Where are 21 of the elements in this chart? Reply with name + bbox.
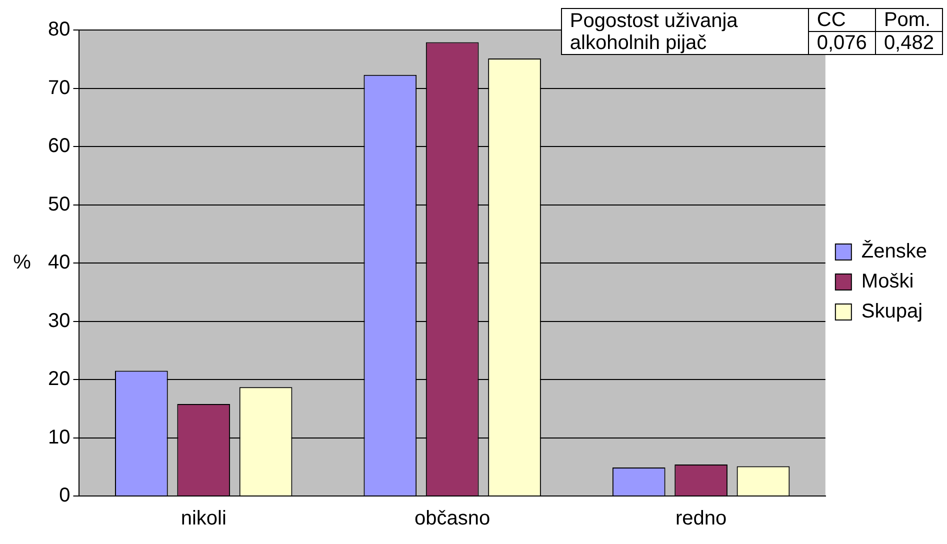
y-tick-label: 20 [48,368,70,390]
x-tick-label: nikoli [180,508,226,530]
y-tick-label: 0 [59,484,70,507]
y-tick-label: 40 [48,252,70,274]
y-tick-label: 60 [48,135,70,158]
y-tick-label: 30 [48,310,70,332]
legend-label: Moški [861,270,914,293]
annotation: CC [808,8,876,32]
y-tick-label: 70 [48,76,70,99]
legend-label: Skupaj [861,300,923,323]
x-tick-label: redno [675,508,727,530]
legend-label: Ženske [861,240,928,263]
y-tick-label: 80 [48,18,70,41]
text: 0,482 [875,32,942,54]
y-tick-label: 50 [48,193,70,216]
annotation: 0,076 [808,32,876,54]
y-tick-label: 10 [48,426,70,448]
text: Pom. [875,8,942,32]
y-axis-title: % [13,252,32,274]
x-tick-label: občasno [414,508,490,530]
annotation: Pogostost uživanja alkoholnih pijač [561,8,808,54]
